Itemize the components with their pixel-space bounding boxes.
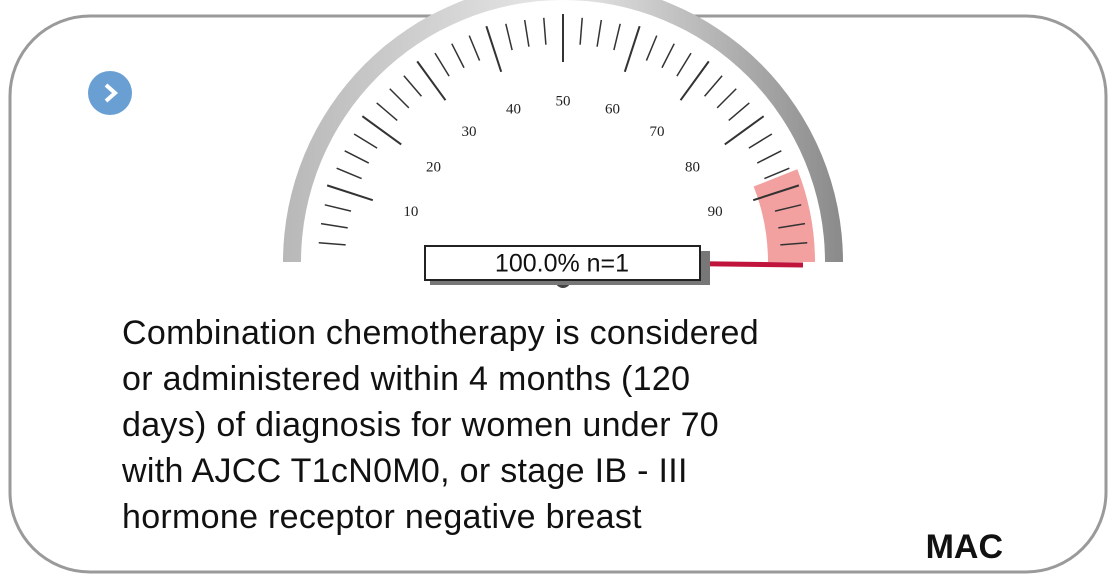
description: Combination chemotherapy is considered or… (122, 310, 1062, 540)
minor-tick (353, 133, 378, 149)
minor-tick (774, 204, 802, 212)
minor-tick (748, 133, 773, 149)
tick-label: 30 (461, 124, 476, 140)
minor-tick (523, 19, 530, 47)
value-label: 100.0% n=1 (495, 250, 629, 278)
minor-tick (389, 88, 410, 109)
major-tick (752, 184, 800, 202)
gauge-face (301, 0, 825, 262)
minor-tick (676, 52, 692, 77)
description-line: hormone receptor negative breast (122, 498, 642, 536)
minor-tick (613, 23, 621, 51)
minor-tick (376, 102, 398, 121)
description-line: days) of diagnosis for women under 70 (122, 406, 719, 444)
minor-tick (716, 88, 737, 109)
minor-tick (320, 222, 348, 229)
minor-tick (728, 102, 750, 121)
tick-label: 70 (650, 124, 665, 140)
minor-tick (403, 75, 422, 97)
minor-tick (764, 167, 790, 180)
minor-tick (596, 19, 603, 47)
tick-label: 90 (708, 204, 723, 220)
tick-label: 20 (426, 159, 441, 175)
minor-tick (778, 222, 806, 229)
minor-tick (645, 35, 658, 61)
minor-tick (324, 204, 352, 212)
footer: MAC (925, 528, 1003, 566)
minor-tick (543, 17, 547, 45)
minor-tick (505, 23, 513, 51)
major-tick (724, 115, 765, 146)
tick-label: 10 (403, 204, 418, 220)
minor-tick (661, 43, 675, 69)
tick-label: 80 (685, 159, 700, 175)
minor-tick (756, 150, 782, 164)
minor-tick (451, 43, 465, 69)
description-line: with AJCC T1cN0M0, or stage IB - III (122, 452, 688, 490)
value-box (424, 245, 701, 281)
major-tick (485, 25, 503, 73)
major-tick (416, 60, 447, 101)
minor-tick (336, 167, 362, 180)
minor-tick (704, 75, 723, 97)
description-line: Combination chemotherapy is considered (122, 314, 759, 352)
major-tick (361, 115, 402, 146)
tick-label: 50 (556, 93, 571, 109)
minor-tick (579, 17, 583, 45)
expand-button[interactable] (88, 71, 132, 115)
minor-tick (344, 150, 370, 164)
minor-tick (780, 242, 808, 246)
tick-label: 60 (605, 101, 620, 117)
major-tick (326, 184, 374, 202)
tick-label: 40 (506, 101, 521, 117)
minor-tick (318, 242, 346, 246)
major-tick (623, 25, 641, 73)
minor-tick (434, 52, 450, 77)
major-tick (679, 60, 710, 101)
description-line: or administered within 4 months (120 (122, 360, 691, 398)
minor-tick (468, 35, 481, 61)
gauge-band (753, 169, 815, 262)
